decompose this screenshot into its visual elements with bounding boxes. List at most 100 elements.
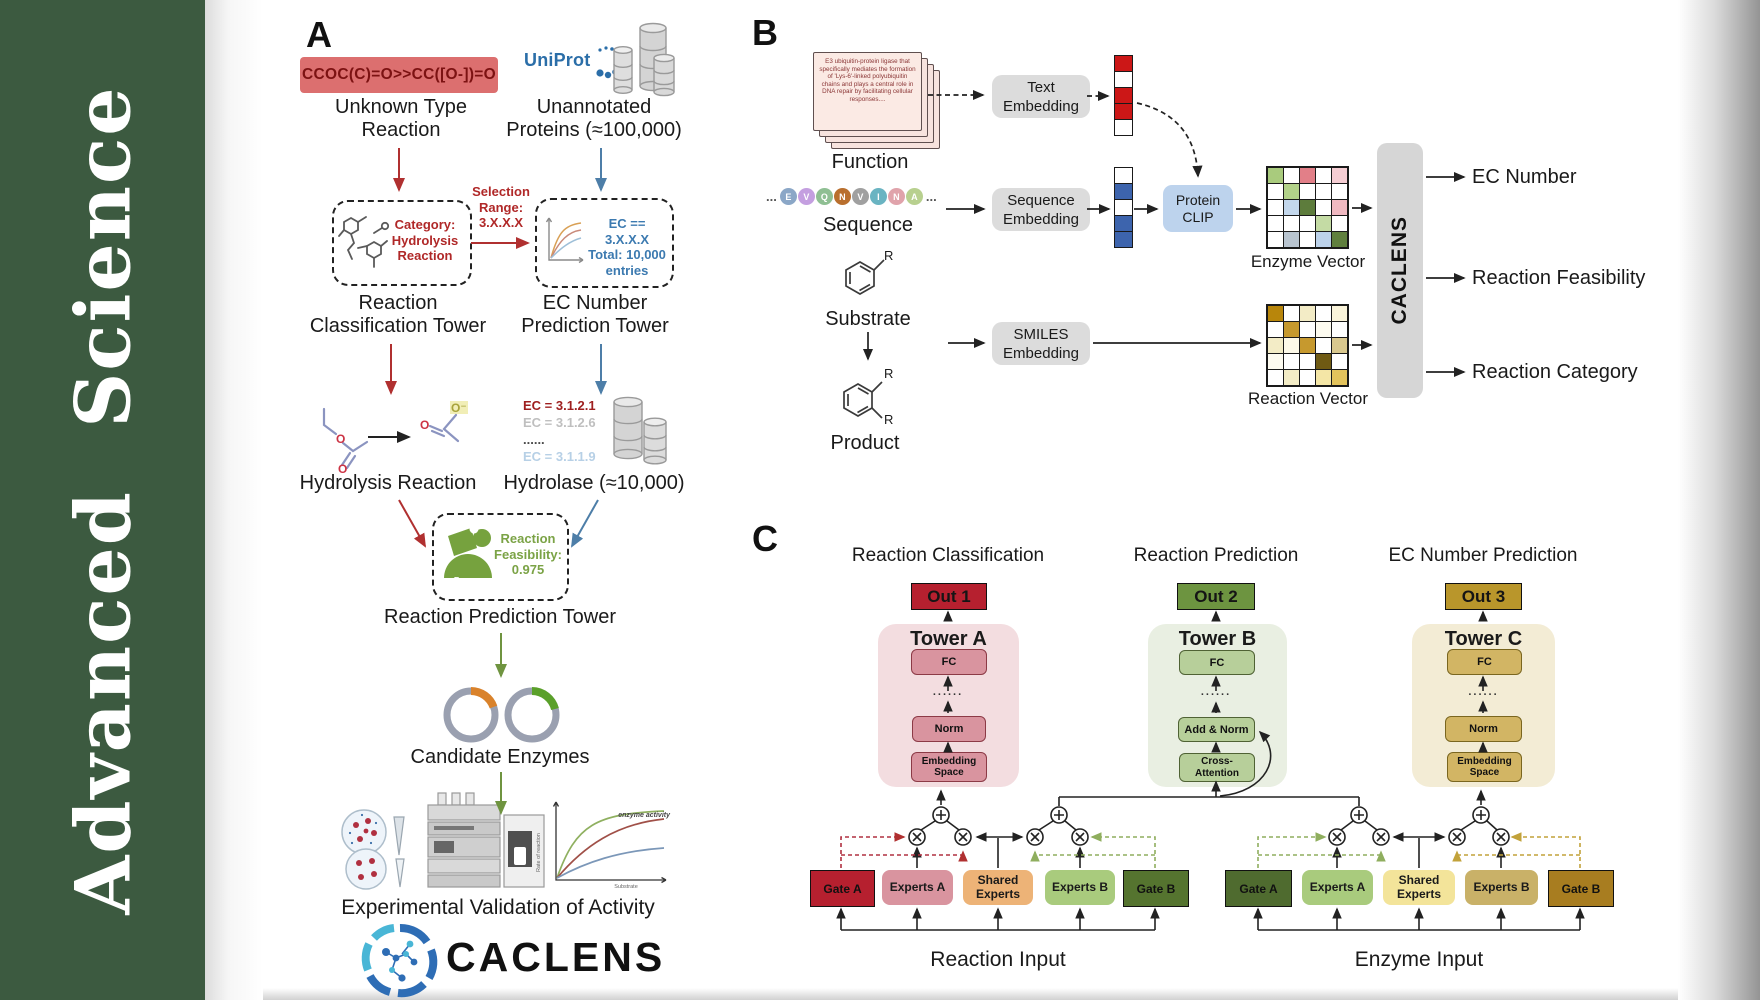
sum-nodes bbox=[932, 806, 1490, 824]
ec-list-item: EC = 3.1.1.9 bbox=[523, 449, 596, 464]
vector-cell bbox=[1332, 232, 1347, 247]
vector-cell bbox=[1332, 216, 1347, 231]
vector-cell bbox=[1332, 354, 1347, 369]
protein-clip-box: Protein CLIP bbox=[1163, 185, 1233, 232]
function-label: Function bbox=[831, 151, 909, 173]
vector-cell bbox=[1268, 200, 1283, 215]
ellipsis: ... bbox=[766, 189, 777, 204]
panel-b-label: B bbox=[752, 12, 778, 53]
product-r2-label: R bbox=[884, 412, 894, 427]
vector-cell bbox=[1316, 354, 1331, 369]
tower-a-embedding-space: Embedding Space bbox=[911, 752, 987, 782]
enzyme-icon bbox=[438, 520, 500, 587]
task-title-reaction-classification: Reaction Classification bbox=[851, 545, 1045, 566]
function-card-text: E3 ubiquitin-protein ligase that specifi… bbox=[819, 58, 916, 103]
vector-cell bbox=[1284, 184, 1299, 199]
vector-cell bbox=[1332, 338, 1347, 353]
panel-c-label: C bbox=[752, 518, 778, 559]
vector-cell bbox=[1332, 184, 1347, 199]
ec-list-item: ...... bbox=[523, 432, 545, 447]
acetate-molecule-icon: O⁻ O bbox=[416, 399, 480, 480]
vector-cell bbox=[1316, 322, 1331, 337]
enzyme-vector-grid bbox=[1266, 166, 1349, 249]
panel-a-label: A bbox=[306, 14, 332, 55]
reaction-prediction-tower-label: Reaction Prediction Tower bbox=[384, 606, 616, 628]
vector-cell bbox=[1316, 232, 1331, 247]
vector-cell bbox=[1115, 72, 1132, 87]
output-reaction-category: Reaction Category bbox=[1472, 361, 1638, 383]
enzyme-experts-b: Experts B bbox=[1465, 870, 1538, 905]
vector-cell bbox=[1332, 168, 1347, 183]
molecules-icon bbox=[337, 208, 391, 281]
hplc-instrument-icon bbox=[424, 791, 548, 898]
tower-b-fc: FC bbox=[1179, 650, 1255, 675]
sequence-embedding-vector bbox=[1114, 167, 1133, 248]
output-reaction-feasibility: Reaction Feasibility bbox=[1472, 267, 1646, 289]
vector-cell bbox=[1316, 168, 1331, 183]
svg-text:O: O bbox=[420, 418, 429, 432]
substrate-molecule-icon bbox=[838, 246, 896, 311]
vector-cell bbox=[1316, 216, 1331, 231]
tower-c-embedding-space: Embedding Space bbox=[1447, 752, 1522, 782]
feasibility-text: Reaction Feasibility: 0.975 bbox=[494, 531, 562, 577]
task-title-reaction-prediction: Reaction Prediction bbox=[1133, 545, 1299, 566]
page-right-shadow bbox=[1678, 0, 1760, 1000]
tower-a-title: Tower A bbox=[910, 628, 987, 650]
vector-cell bbox=[1115, 200, 1132, 215]
residue-chip: N bbox=[833, 188, 851, 205]
caclens-brand-text: CACLENS bbox=[446, 934, 666, 980]
residue-chip: V bbox=[797, 188, 815, 205]
vector-cell bbox=[1115, 56, 1132, 71]
tower-a-norm: Norm bbox=[912, 716, 986, 742]
database-icon bbox=[612, 20, 678, 105]
function-card-front: E3 ubiquitin-protein ligase that specifi… bbox=[813, 52, 922, 131]
enzyme-vector-label: Enzyme Vector bbox=[1250, 252, 1366, 271]
vector-cell bbox=[1268, 306, 1283, 321]
vector-cell bbox=[1284, 232, 1299, 247]
vector-cell bbox=[1115, 168, 1132, 183]
reaction-experts-b: Experts B bbox=[1045, 870, 1115, 905]
multiply-nodes bbox=[908, 828, 1510, 846]
product-molecule-icon bbox=[836, 366, 896, 437]
enzyme-input-label: Enzyme Input bbox=[1354, 948, 1484, 971]
vector-cell bbox=[1268, 168, 1283, 183]
substrate-label: Substrate bbox=[825, 308, 911, 330]
smiles-reaction-box: CCOC(C)=O>>CC([O-])=O bbox=[300, 57, 498, 93]
vector-cell bbox=[1284, 168, 1299, 183]
residue-chip: E bbox=[779, 188, 797, 205]
vector-cell bbox=[1300, 306, 1315, 321]
vector-cell bbox=[1300, 200, 1315, 215]
journal-title: Advanced Science bbox=[58, 85, 147, 915]
vector-cell bbox=[1268, 338, 1283, 353]
sequence-label: Sequence bbox=[822, 214, 914, 236]
tower-a-fc: FC bbox=[911, 649, 987, 675]
caclens-logo-icon bbox=[356, 922, 444, 1003]
page-bottom-shadow bbox=[263, 988, 1678, 1000]
enzyme-gate-b: Gate B bbox=[1548, 870, 1614, 907]
tower-b-title: Tower B bbox=[1178, 628, 1257, 650]
function-cards: E3 ubiquitin-protein ligase that specifi… bbox=[813, 52, 943, 152]
reaction-experts-a: Experts A bbox=[882, 870, 953, 905]
caclens-module-bar: CACLENS bbox=[1377, 143, 1423, 398]
vector-cell bbox=[1268, 354, 1283, 369]
output-ec-number: EC Number bbox=[1472, 166, 1577, 188]
vector-cell bbox=[1332, 322, 1347, 337]
selection-range-text: Selection Range: 3.X.X.X bbox=[472, 184, 530, 230]
vector-cell bbox=[1300, 216, 1315, 231]
enzyme-experts-a: Experts A bbox=[1302, 870, 1373, 905]
tower-c-dots: ...... bbox=[1468, 686, 1499, 698]
vector-cell bbox=[1115, 104, 1132, 119]
vector-cell bbox=[1284, 216, 1299, 231]
vector-cell bbox=[1300, 354, 1315, 369]
product-label: Product bbox=[830, 432, 900, 454]
plasmids-icon bbox=[441, 684, 563, 751]
text-embedding-box: Text Embedding bbox=[992, 75, 1090, 118]
reaction-vector-grid bbox=[1266, 304, 1349, 387]
reaction-input-label: Reaction Input bbox=[930, 948, 1066, 971]
candidate-enzymes-label: Candidate Enzymes bbox=[410, 746, 590, 768]
residue-chip: I bbox=[869, 188, 887, 205]
vector-cell bbox=[1284, 338, 1299, 353]
vector-cell bbox=[1316, 200, 1331, 215]
out3-box: Out 3 bbox=[1445, 583, 1522, 610]
vector-cell bbox=[1268, 216, 1283, 231]
